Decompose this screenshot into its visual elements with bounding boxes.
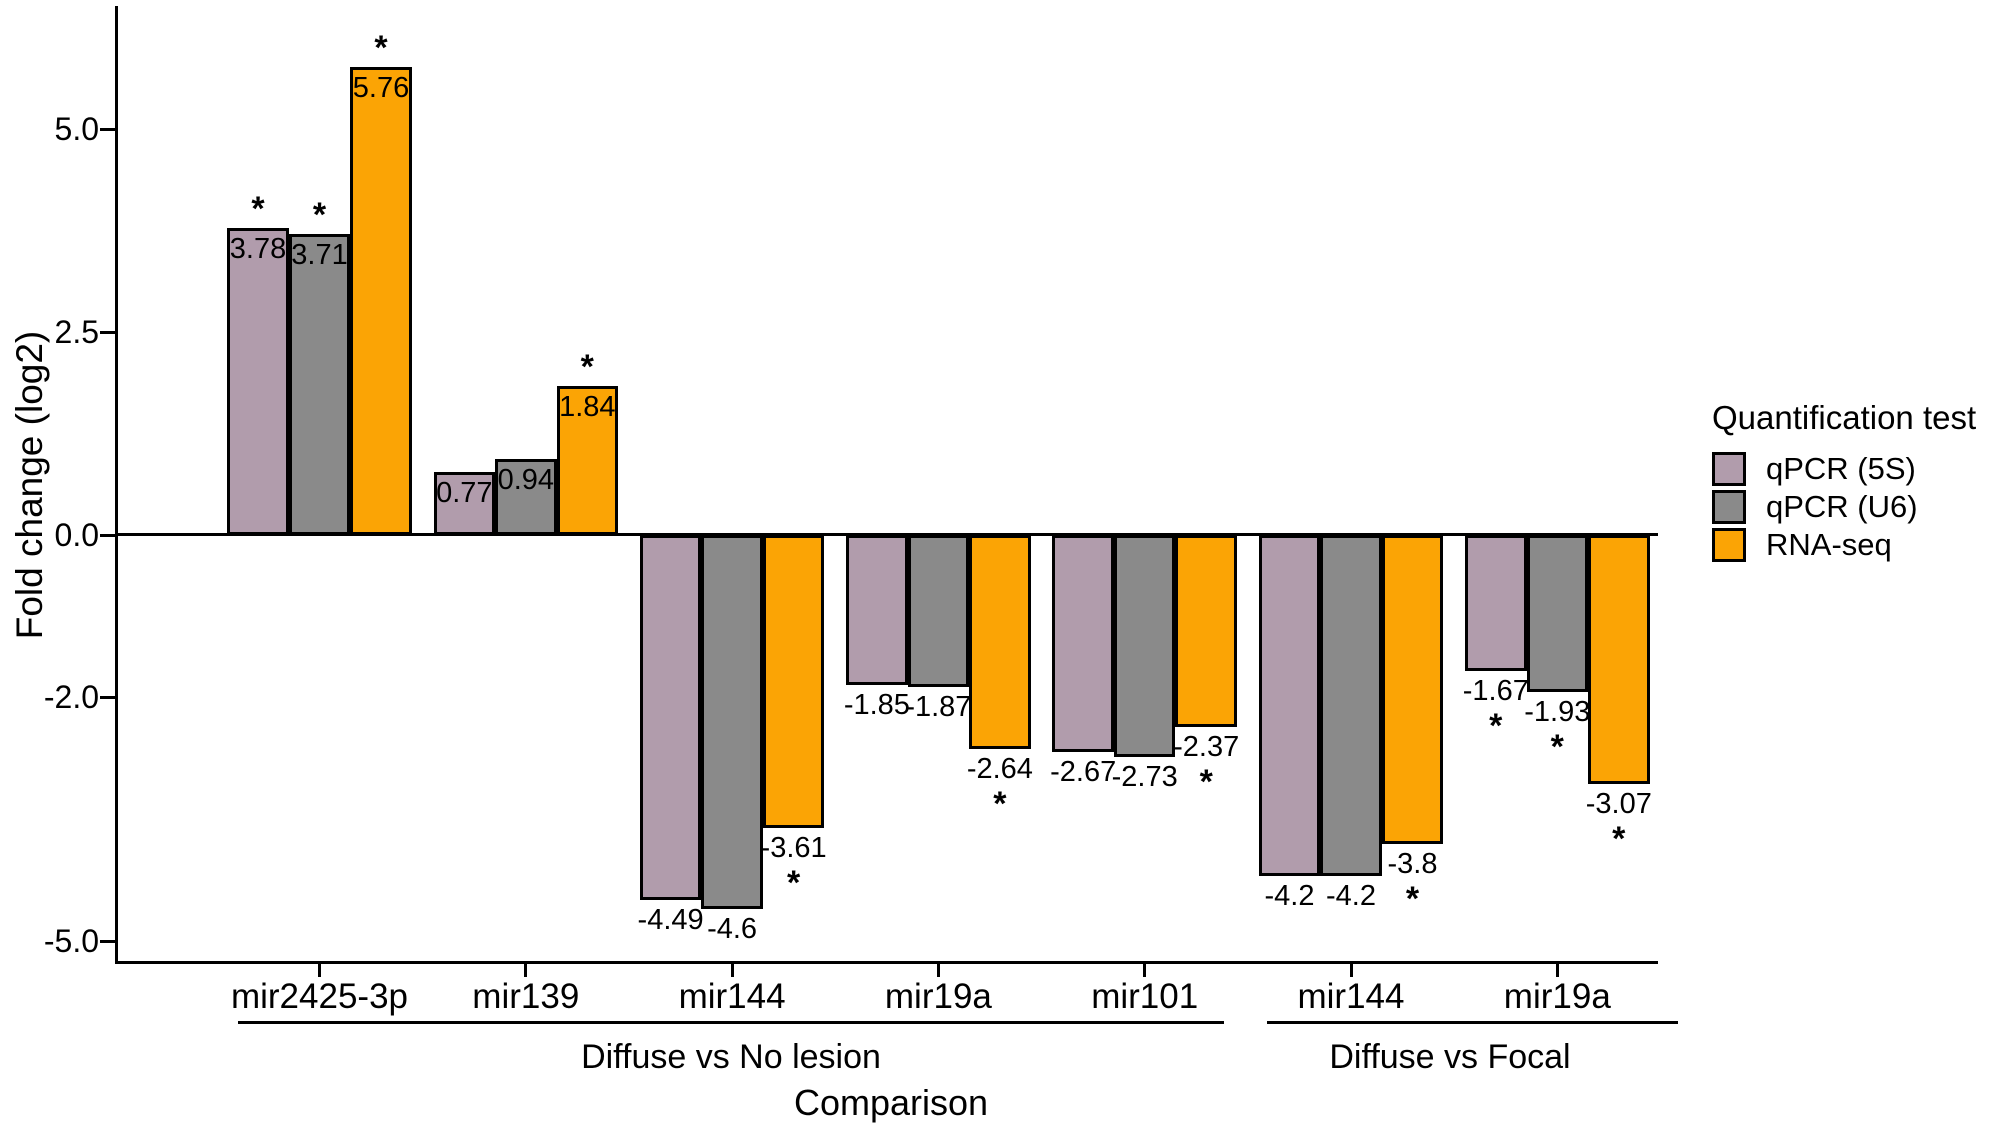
y-tick <box>100 127 117 131</box>
significance-asterisk: * <box>374 29 388 68</box>
x-axis-title: Comparison <box>793 1082 989 1123</box>
x-tick-label: mir101 <box>1091 977 1199 1016</box>
bar <box>1526 535 1589 692</box>
y-tick-label: -2.0 <box>43 679 99 716</box>
legend-item-label: qPCR (5S) <box>1766 451 1916 486</box>
x-tick-label: mir19a <box>884 977 992 1016</box>
bar <box>350 67 412 535</box>
x-tick-label: mir144 <box>1297 977 1405 1016</box>
bar-value-label: -4.2 <box>1326 880 1376 913</box>
x-tick <box>524 964 528 977</box>
legend-item-label: qPCR (U6) <box>1766 489 1918 524</box>
bar <box>1588 535 1650 785</box>
bar <box>556 385 619 535</box>
group-bracket-label-focal: Diffuse vs Focal <box>1329 1038 1571 1076</box>
y-tick-label: 0.0 <box>54 517 99 553</box>
x-tick-label: mir144 <box>678 977 786 1016</box>
y-tick <box>100 939 117 943</box>
bar <box>846 535 908 686</box>
y-tick <box>100 533 117 537</box>
y-tick-label: -5.0 <box>43 923 99 959</box>
bar <box>433 472 496 535</box>
bar-value-label: -2.64 <box>966 753 1033 786</box>
significance-asterisk: * <box>1405 879 1420 918</box>
bar <box>1258 535 1321 877</box>
bar-value-label: -4.2 <box>1264 880 1315 913</box>
bar <box>495 458 557 535</box>
bar <box>227 228 289 535</box>
bar-value-label: 3.71 <box>291 238 348 271</box>
significance-asterisk: * <box>1489 706 1503 745</box>
bar-value-label: -3.8 <box>1387 847 1438 880</box>
x-tick-label: mir139 <box>472 977 580 1016</box>
bar-value-label: 5.76 <box>352 72 410 105</box>
x-tick-label: mir2425-3p <box>230 977 409 1016</box>
x-tick <box>318 964 321 977</box>
legend-item-qpcr-5s: qPCR (5S) <box>1712 452 2002 486</box>
bar-value-label: -2.73 <box>1111 760 1178 793</box>
bar-value-label: -4.49 <box>637 903 704 936</box>
significance-asterisk: * <box>786 864 801 903</box>
legend-title: Quantification test <box>1712 399 1977 436</box>
x-tick <box>730 964 734 977</box>
bar <box>639 535 702 900</box>
bar <box>1175 535 1237 728</box>
bar <box>907 535 970 687</box>
bar-value-label: 0.94 <box>497 463 555 496</box>
bar-value-label: 1.84 <box>559 390 616 423</box>
bar-value-label: -1.85 <box>843 689 910 722</box>
y-tick-label: 2.5 <box>54 314 99 350</box>
bar-value-label: -2.37 <box>1173 731 1240 764</box>
bar-value-label: -1.93 <box>1524 695 1591 728</box>
zero-baseline <box>117 533 1658 536</box>
legend-item-label: RNA-seq <box>1766 527 1892 562</box>
y-tick-label: 5.0 <box>54 111 99 147</box>
bar-value-label: -2.67 <box>1050 755 1117 788</box>
y-axis-line <box>115 6 118 964</box>
bar-value-label: 0.77 <box>436 477 493 510</box>
bar <box>1381 535 1444 844</box>
bar <box>1320 535 1382 877</box>
bar <box>1113 535 1176 757</box>
y-tick <box>100 695 117 699</box>
legend-item-qpcr-u6: qPCR (U6) <box>1712 490 2002 524</box>
x-axis-line <box>115 961 1658 964</box>
significance-asterisk: * <box>993 785 1007 824</box>
y-tick <box>100 330 117 334</box>
x-tick <box>1555 964 1559 977</box>
significance-asterisk: * <box>1199 763 1213 802</box>
legend-item-rna-seq: RNA-seq <box>1712 528 2002 562</box>
legend: Quantification test qPCR (5S) qPCR (U6) … <box>1712 399 2002 566</box>
legend-swatch <box>1712 490 1746 524</box>
bar <box>1052 535 1114 752</box>
bar-value-label: -1.67 <box>1462 674 1529 707</box>
legend-swatch <box>1712 452 1746 486</box>
significance-asterisk: * <box>580 347 594 386</box>
bar <box>288 233 351 535</box>
significance-asterisk: * <box>1550 727 1564 766</box>
group-bracket-line-focal <box>1267 1021 1678 1024</box>
significance-asterisk: * <box>251 190 265 229</box>
group-bracket-line-no-lesion <box>238 1021 1224 1024</box>
x-tick <box>1143 964 1147 977</box>
bar <box>1465 535 1527 671</box>
significance-asterisk: * <box>312 195 327 234</box>
bar-value-label: 3.78 <box>229 233 287 266</box>
x-tick <box>1349 964 1353 977</box>
x-tick <box>936 964 940 977</box>
x-tick-label: mir19a <box>1503 977 1611 1016</box>
significance-asterisk: * <box>1612 820 1626 859</box>
bar-value-label: -1.87 <box>905 690 972 723</box>
bar <box>701 535 763 909</box>
bar <box>969 535 1031 750</box>
bar <box>762 535 825 829</box>
bar-value-label: -3.07 <box>1585 788 1652 821</box>
group-bracket-label-no-lesion: Diffuse vs No lesion <box>581 1038 881 1076</box>
bar-value-label: -3.61 <box>760 832 827 865</box>
legend-swatch <box>1712 528 1746 562</box>
bar-value-label: -4.6 <box>707 912 758 945</box>
